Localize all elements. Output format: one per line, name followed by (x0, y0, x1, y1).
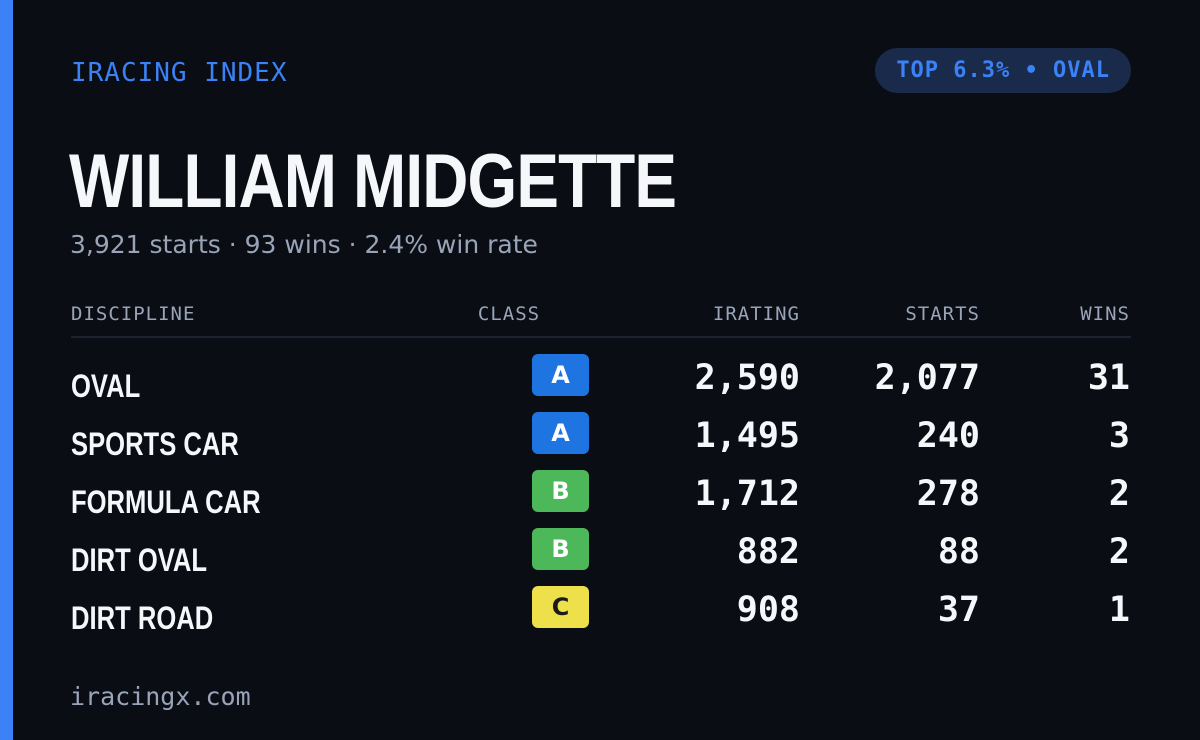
brand-title: IRACING INDEX (71, 58, 288, 88)
discipline-name: DIRT ROAD (71, 600, 214, 636)
wins-value: 1 (1108, 590, 1130, 630)
class-badge: B (532, 528, 589, 570)
class-badge: A (532, 354, 589, 396)
table-row: FORMULA CAR B 1,712 278 2 (71, 466, 1131, 524)
irating-value: 882 (736, 532, 800, 572)
table-row: OVAL A 2,590 2,077 31 (71, 350, 1131, 408)
discipline-name: SPORTS CAR (71, 426, 239, 462)
discipline-name: OVAL (71, 368, 141, 404)
discipline-table: DISCIPLINE CLASS IRATING STARTS WINS OVA… (71, 298, 1131, 640)
column-header-irating: IRATING (712, 303, 800, 325)
irating-value: 908 (736, 590, 800, 630)
wins-value: 2 (1108, 532, 1130, 572)
discipline-name: DIRT OVAL (71, 542, 208, 578)
discipline-name: FORMULA CAR (71, 484, 261, 520)
irating-value: 1,495 (694, 416, 800, 456)
table-row: DIRT ROAD C 908 37 1 (71, 582, 1131, 640)
driver-name: WILLIAM MIDGETTE (69, 139, 677, 224)
irating-value: 2,590 (694, 358, 800, 398)
table-row: SPORTS CAR A 1,495 240 3 (71, 408, 1131, 466)
column-header-wins: WINS (1080, 303, 1130, 325)
starts-value: 2,077 (874, 358, 980, 398)
class-badge: A (532, 412, 589, 454)
class-badge: C (532, 586, 589, 628)
starts-value: 240 (916, 416, 980, 456)
site-url: iracingx.com (70, 682, 251, 711)
wins-value: 3 (1108, 416, 1130, 456)
table-row: DIRT OVAL B 882 88 2 (71, 524, 1131, 582)
column-header-starts: STARTS (905, 303, 980, 325)
starts-value: 37 (937, 590, 980, 630)
wins-value: 31 (1087, 358, 1130, 398)
driver-summary: 3,921 starts · 93 wins · 2.4% win rate (70, 230, 538, 259)
starts-value: 88 (937, 532, 980, 572)
starts-value: 278 (916, 474, 980, 514)
column-header-class: CLASS (477, 303, 541, 325)
irating-value: 1,712 (694, 474, 800, 514)
accent-bar (0, 0, 13, 740)
rank-badge: TOP 6.3% • OVAL (875, 48, 1131, 93)
column-header-discipline: DISCIPLINE (71, 303, 196, 325)
table-header: DISCIPLINE CLASS IRATING STARTS WINS (71, 298, 1131, 338)
wins-value: 2 (1108, 474, 1130, 514)
table-body: OVAL A 2,590 2,077 31 SPORTS CAR A 1,495… (71, 350, 1131, 640)
class-badge: B (532, 470, 589, 512)
